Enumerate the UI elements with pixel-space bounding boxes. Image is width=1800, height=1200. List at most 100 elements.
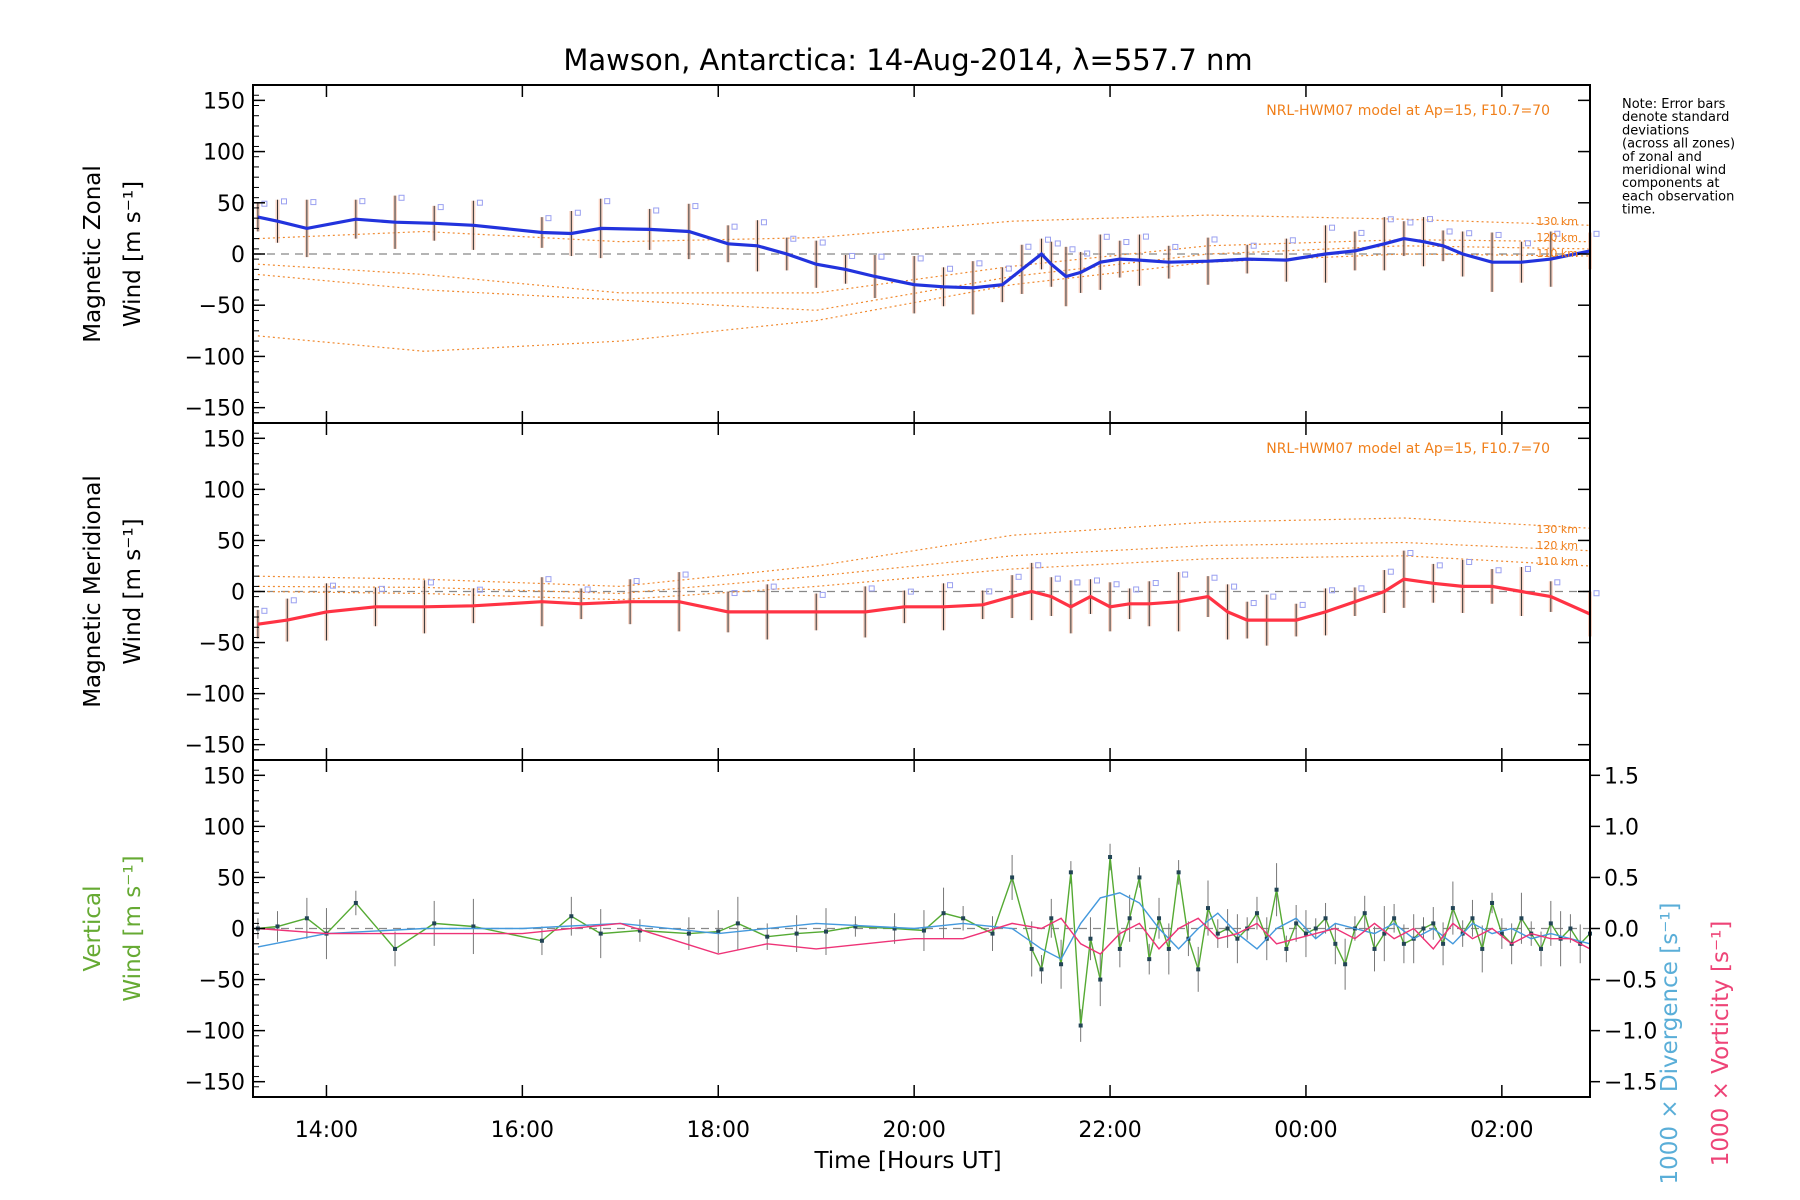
zone-marker xyxy=(1211,236,1218,243)
y-tick-label: 150 xyxy=(203,427,245,452)
vertical-wind-point xyxy=(637,928,642,933)
vertical-wind-point xyxy=(1568,926,1573,931)
x-tick-label: 18:00 xyxy=(687,1118,750,1143)
model-curve-4 xyxy=(257,253,1591,352)
zone-marker xyxy=(1387,568,1394,575)
vertical-wind-point xyxy=(1147,957,1152,962)
zone-marker xyxy=(1035,562,1042,569)
y-axis-label-line-1: Magnetic Meridional xyxy=(80,475,106,708)
zone-marker xyxy=(574,209,581,216)
vertical-wind-point xyxy=(471,924,476,929)
note-line: (across all zones) xyxy=(1622,137,1735,152)
zone-marker xyxy=(653,207,660,214)
y-tick-label: −100 xyxy=(185,1020,245,1045)
y-tick-label: −100 xyxy=(185,345,245,370)
zone-marker xyxy=(437,204,444,211)
zone-marker xyxy=(1015,573,1022,580)
zone-marker xyxy=(1329,587,1336,594)
zone-marker xyxy=(1211,574,1218,581)
zone-marker xyxy=(378,585,385,592)
y-tick-label: 50 xyxy=(217,529,245,554)
panel-zonal: 150 100 50 0 −50 −100 −150 Magnetic Zonal Wind [… xyxy=(80,84,1600,424)
vertical-wind-point xyxy=(539,938,544,943)
vertical-wind-point xyxy=(1166,946,1171,951)
zone-marker xyxy=(1524,240,1531,247)
altitude-label: 130 km xyxy=(1536,215,1578,228)
vertical-wind-point xyxy=(1029,946,1034,951)
vertical-wind-point xyxy=(686,931,691,936)
note-line: denote standard xyxy=(1622,110,1729,125)
vertical-wind-point xyxy=(1157,916,1162,921)
note-line: each observation xyxy=(1622,189,1734,204)
vorticity-axis-label: 1000 × Vorticity [s⁻¹] xyxy=(1708,921,1734,1167)
vertical-wind-point xyxy=(921,928,926,933)
altitude-label: 120 km xyxy=(1536,539,1578,552)
right-tick-label: −1.0 xyxy=(1604,1020,1657,1045)
y-axis-label-line-2: Wind [m s⁻¹] xyxy=(120,518,146,664)
zone-marker xyxy=(878,253,885,260)
zone-marker xyxy=(1025,243,1032,250)
y-tick-label: −50 xyxy=(199,632,245,657)
vertical-wind-point xyxy=(1499,931,1504,936)
panel-meridional: 150 100 50 0 −50 −100 −150 Magnetic Meridional W… xyxy=(80,422,1600,761)
vertical-wind-point xyxy=(892,926,897,931)
vertical-wind-point xyxy=(1392,916,1397,921)
x-tick-label: 00:00 xyxy=(1274,1118,1337,1143)
vertical-wind-point xyxy=(1431,921,1436,926)
vertical-wind-point xyxy=(853,924,858,929)
x-tick-label: 22:00 xyxy=(1078,1118,1141,1143)
y-tick-label: −150 xyxy=(185,1071,245,1096)
zone-marker xyxy=(1407,550,1414,557)
zone-marker xyxy=(398,194,405,201)
vertical-wind-point xyxy=(1049,916,1054,921)
meridional-wind-line xyxy=(257,577,1591,626)
zone-marker xyxy=(1554,230,1561,237)
zone-marker xyxy=(1299,601,1306,608)
vertical-wind-point xyxy=(1362,911,1367,916)
zone-marker xyxy=(329,582,336,589)
zone-marker xyxy=(1142,233,1149,240)
zone-marker xyxy=(1231,583,1238,590)
zone-marker xyxy=(1172,243,1179,250)
vertical-wind-point xyxy=(353,900,358,905)
vertical-wind-point xyxy=(1480,946,1485,951)
zone-marker xyxy=(261,200,268,207)
zone-marker xyxy=(819,239,826,246)
zone-marker xyxy=(1103,233,1110,240)
vertical-wind-point xyxy=(1039,967,1044,972)
vertical-wind-point xyxy=(1303,931,1308,936)
vertical-wind-point xyxy=(569,914,574,919)
y-tick-label: −150 xyxy=(185,397,245,422)
zone-marker xyxy=(907,588,914,595)
note-line: components at xyxy=(1622,176,1720,191)
zone-marker xyxy=(868,585,875,592)
zone-marker xyxy=(1005,265,1012,272)
x-axis: 14:00 16:00 18:00 20:00 22:00 00:00 02:00 xyxy=(295,1118,1534,1143)
right-tick-label: 1.5 xyxy=(1604,764,1639,789)
zone-marker xyxy=(1054,575,1061,582)
vertical-wind-point xyxy=(1088,936,1093,941)
zone-marker xyxy=(1084,250,1091,257)
right-tick-label: 0.0 xyxy=(1604,918,1639,943)
zone-marker xyxy=(1250,242,1257,249)
vertical-wind-point xyxy=(1382,931,1387,936)
vertical-wind-point xyxy=(1274,887,1279,892)
zone-marker xyxy=(633,577,640,584)
y-tick-label: −50 xyxy=(199,969,245,994)
vertical-wind-point xyxy=(1059,962,1064,967)
y-tick-label: 150 xyxy=(203,89,245,114)
zone-marker xyxy=(1270,593,1277,600)
vertical-wind-point xyxy=(1098,977,1103,982)
right-tick-label: 1.0 xyxy=(1604,815,1639,840)
zone-marker xyxy=(1466,230,1473,237)
vertical-wind-point xyxy=(1490,900,1495,905)
zone-marker xyxy=(917,255,924,262)
vertical-wind-point xyxy=(1078,1023,1083,1028)
y-tick-label: 100 xyxy=(203,815,245,840)
zone-marker xyxy=(1495,231,1502,238)
y-tick-label: 0 xyxy=(231,581,245,606)
vertical-wind-point xyxy=(1206,906,1210,911)
zone-marker xyxy=(986,588,993,595)
vertical-wind-point xyxy=(1519,916,1524,921)
